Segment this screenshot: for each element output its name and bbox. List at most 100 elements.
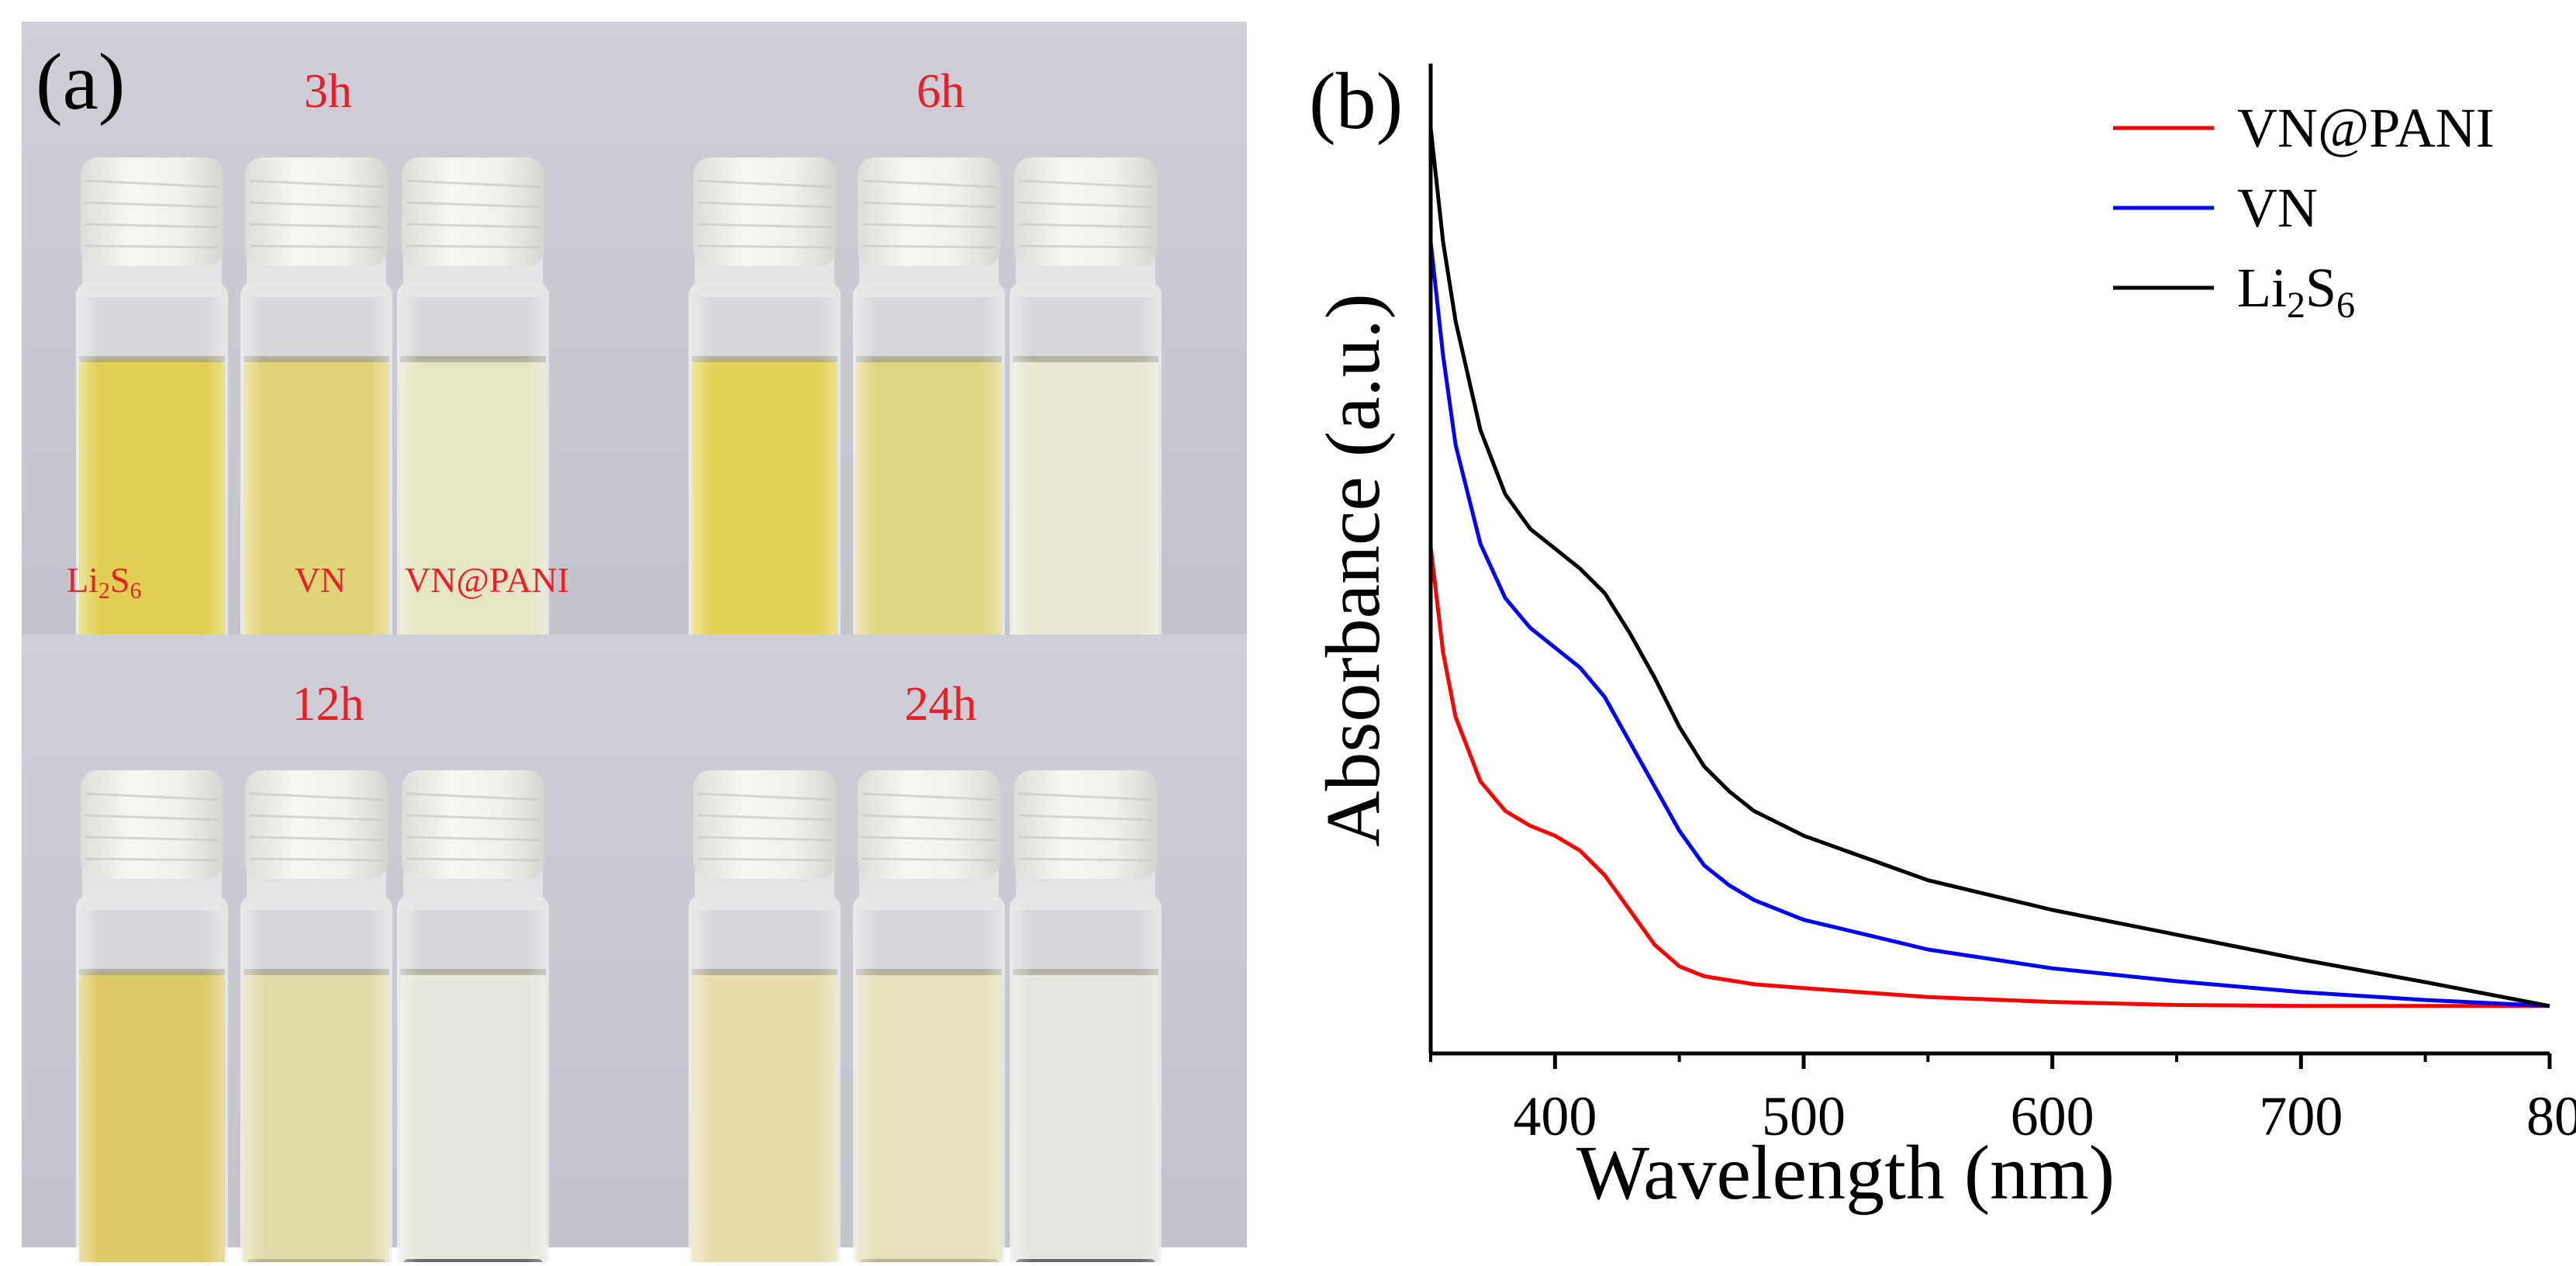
vial-highlight bbox=[76, 282, 228, 669]
vial-VN bbox=[853, 157, 1005, 669]
cap-wrap-line bbox=[406, 201, 540, 209]
cap-wrap-line bbox=[406, 835, 540, 842]
vial-highlight bbox=[853, 282, 1005, 669]
cap-wrap-line bbox=[249, 835, 384, 842]
sample-label-part: 6 bbox=[129, 578, 141, 604]
cap-wrap-line bbox=[862, 792, 996, 801]
sample-label-part: S bbox=[110, 560, 130, 600]
cap-wrap-line bbox=[1018, 223, 1153, 229]
cap-wrap-line bbox=[697, 244, 832, 249]
cap-wrap-line bbox=[85, 814, 219, 822]
cap-wrap-line bbox=[1018, 792, 1153, 801]
time-label: 3h bbox=[304, 65, 352, 118]
panel-a-photos: 3h Li2S6 VN VN@PANI 6h 12h 24h (a) bbox=[0, 0, 1287, 1266]
cap-wrap-line bbox=[406, 179, 540, 189]
vial-cap bbox=[81, 770, 223, 879]
vial-cap bbox=[1014, 770, 1157, 879]
legend-label-Li2S6: Li2S6 bbox=[2237, 257, 2355, 326]
x-tick-label: 500 bbox=[1762, 1085, 1846, 1147]
vial-cap bbox=[1014, 157, 1157, 266]
series-line-VN@PANI bbox=[1428, 546, 2550, 1008]
time-label: 12h bbox=[292, 678, 364, 731]
vial-cap bbox=[81, 157, 223, 266]
cap-wrap-line bbox=[697, 792, 832, 801]
cap-wrap-line bbox=[85, 244, 219, 249]
cap-wrap-line bbox=[249, 857, 384, 862]
vial-highlight bbox=[689, 894, 841, 1266]
vial-highlight bbox=[76, 894, 228, 1266]
vial-highlight bbox=[397, 282, 549, 669]
vial-cap bbox=[245, 157, 388, 266]
legend-label-part: S bbox=[2305, 257, 2336, 319]
legend-label-part: 6 bbox=[2336, 285, 2355, 326]
vial-highlight bbox=[240, 894, 392, 1266]
photo-12h: 12h bbox=[22, 635, 634, 1266]
legend-label-part: Li bbox=[2237, 257, 2287, 319]
legend-label-part: 2 bbox=[2287, 285, 2305, 326]
vial-cap bbox=[402, 770, 544, 879]
cap-wrap-line bbox=[697, 814, 832, 822]
vial-VN@PANI bbox=[1010, 157, 1162, 669]
cap-wrap-line bbox=[406, 792, 540, 801]
x-tick-label: 80 bbox=[2526, 1085, 2576, 1147]
x-tick-label: 400 bbox=[1513, 1085, 1597, 1147]
time-label: 6h bbox=[917, 65, 965, 118]
cap-wrap-line bbox=[697, 223, 832, 229]
cap-wrap-line bbox=[249, 223, 384, 229]
cap-wrap-line bbox=[249, 792, 384, 801]
vial-Li2S6 bbox=[76, 157, 228, 669]
sample-label-li2s6: Li2S6 bbox=[67, 560, 141, 604]
vial-cap bbox=[402, 157, 544, 266]
vial-VN bbox=[240, 770, 392, 1266]
vial-Li2S6 bbox=[689, 770, 841, 1266]
vial-cap bbox=[858, 157, 1000, 266]
cap-wrap-line bbox=[406, 223, 540, 229]
cap-wrap-line bbox=[1018, 835, 1153, 842]
sample-label-vnpani: VN@PANI bbox=[405, 560, 569, 600]
cap-wrap-line bbox=[1018, 857, 1153, 862]
photo-3h: 3h Li2S6 VN VN@PANI bbox=[22, 22, 634, 669]
cap-wrap-line bbox=[1018, 201, 1153, 209]
cap-wrap-line bbox=[1018, 179, 1153, 189]
vial-VN@PANI bbox=[397, 770, 549, 1266]
time-label: 24h bbox=[905, 678, 977, 731]
cap-wrap-line bbox=[85, 857, 219, 862]
legend-label-VN: VN bbox=[2237, 177, 2318, 239]
vial-cap bbox=[245, 770, 388, 879]
cap-wrap-line bbox=[697, 857, 832, 862]
photo-grid: 3h Li2S6 VN VN@PANI 6h 12h 24h (a) bbox=[22, 22, 1247, 1266]
cap-wrap-line bbox=[862, 835, 996, 842]
cap-wrap-line bbox=[406, 814, 540, 822]
vial-highlight bbox=[689, 282, 841, 669]
cap-wrap-line bbox=[85, 835, 219, 842]
sample-label-part: Li bbox=[67, 560, 98, 600]
series-line-Li2S6 bbox=[1428, 127, 2550, 1008]
vial-highlight bbox=[1010, 894, 1162, 1266]
cap-wrap-line bbox=[85, 792, 219, 801]
cap-wrap-line bbox=[1018, 814, 1153, 822]
photo-24h: 24h bbox=[634, 635, 1247, 1266]
sample-label-part: 2 bbox=[98, 578, 110, 604]
x-tick-label: 700 bbox=[2259, 1085, 2343, 1147]
vial-cap bbox=[693, 157, 836, 266]
cap-wrap-line bbox=[249, 244, 384, 249]
y-axis-label: Absorbance (a.u.) bbox=[1310, 293, 1396, 847]
series-line-VN bbox=[1428, 241, 2550, 1008]
cap-wrap-line bbox=[862, 223, 996, 229]
vial-VN@PANI bbox=[397, 157, 549, 669]
cap-wrap-line bbox=[85, 223, 219, 229]
cap-wrap-line bbox=[85, 201, 219, 209]
sample-label-vn: VN bbox=[295, 560, 346, 600]
cap-wrap-line bbox=[249, 201, 384, 209]
vial-VN bbox=[853, 770, 1005, 1266]
cap-wrap-line bbox=[862, 814, 996, 822]
cap-wrap-line bbox=[1018, 244, 1153, 249]
x-tick-label: 600 bbox=[2011, 1085, 2094, 1147]
photo-6h: 6h bbox=[634, 22, 1247, 669]
legend-label-VN@PANI: VN@PANI bbox=[2237, 97, 2495, 159]
cap-wrap-line bbox=[249, 179, 384, 189]
cap-wrap-line bbox=[862, 857, 996, 862]
cap-wrap-line bbox=[406, 857, 540, 862]
cap-wrap-line bbox=[862, 201, 996, 209]
